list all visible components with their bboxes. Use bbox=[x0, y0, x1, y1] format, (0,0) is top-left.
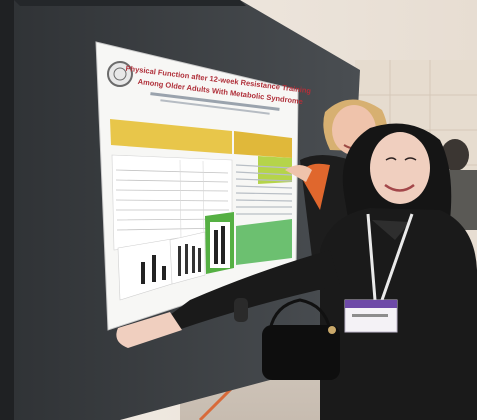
chart-2-bar-2 bbox=[185, 244, 188, 274]
floor-bag bbox=[234, 298, 248, 322]
chart-3-bar-2 bbox=[221, 226, 225, 264]
table-rows bbox=[115, 169, 230, 231]
handbag-strap bbox=[268, 298, 332, 331]
dark-woman-smile bbox=[384, 183, 415, 192]
university-seal-icon bbox=[107, 61, 133, 87]
background-section bbox=[110, 119, 232, 154]
chart-3 bbox=[210, 222, 230, 268]
purpose-section bbox=[234, 131, 292, 158]
handbag-buckle bbox=[328, 326, 336, 334]
results-highlight bbox=[258, 156, 292, 184]
person-dark-haired-woman bbox=[116, 123, 477, 420]
dark-woman-jacket bbox=[320, 208, 477, 420]
dark-woman-eyes bbox=[385, 157, 417, 161]
poster-affiliations bbox=[160, 99, 270, 115]
conclusion-text bbox=[235, 164, 293, 215]
handbag bbox=[262, 325, 340, 380]
table-columns bbox=[179, 159, 205, 241]
dark-woman-collar bbox=[372, 220, 410, 240]
chart-3-bar-1 bbox=[214, 230, 218, 264]
seal-inner-ring bbox=[113, 67, 127, 81]
dark-woman-arm bbox=[170, 250, 340, 330]
poster-authors bbox=[150, 92, 280, 111]
chart-1-bar-1 bbox=[141, 262, 145, 284]
dark-woman-hand bbox=[116, 312, 182, 348]
dark-woman-face bbox=[370, 132, 430, 204]
chart-2-bar-4 bbox=[198, 248, 201, 272]
conclusion-section bbox=[236, 219, 292, 265]
blonde-woman-hand bbox=[285, 165, 312, 182]
chart-2-bar-3 bbox=[192, 246, 195, 273]
name-badge-header bbox=[345, 300, 397, 308]
chart-1-bar-3 bbox=[162, 266, 166, 280]
board-frame-left bbox=[0, 0, 14, 420]
results-table bbox=[111, 154, 233, 251]
background-person-head bbox=[441, 139, 469, 171]
lanyard bbox=[366, 213, 414, 301]
chart-2-bar-1 bbox=[178, 246, 181, 276]
chart-1-bar-2 bbox=[152, 255, 156, 282]
board-frame-top bbox=[14, 0, 246, 6]
name-badge-text bbox=[352, 314, 388, 317]
